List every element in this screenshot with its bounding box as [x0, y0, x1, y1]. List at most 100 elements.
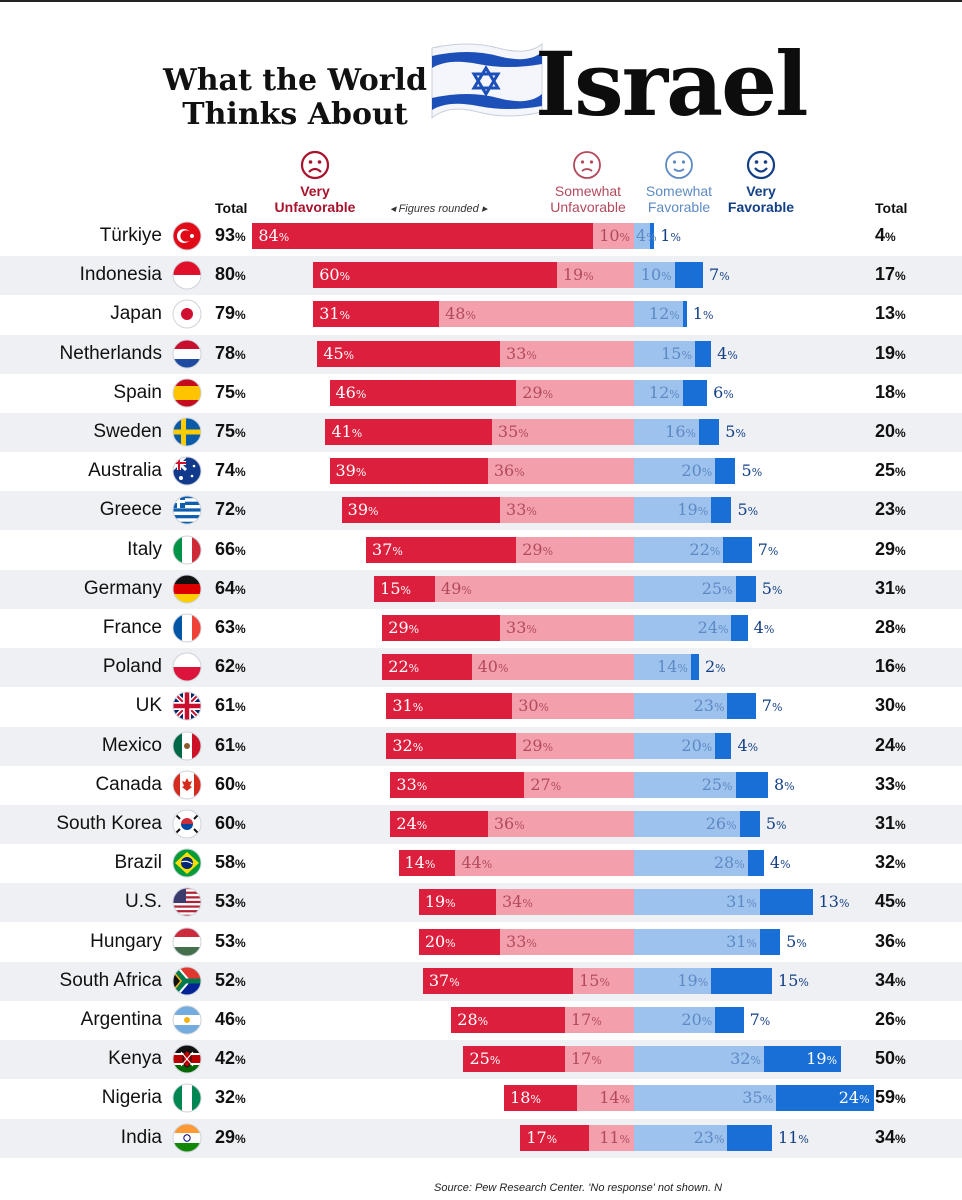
- label-somewhat-unfavorable: 19%: [562, 265, 594, 285]
- bar-somewhat-favorable: [634, 732, 716, 759]
- bar-very-favorable: [727, 693, 756, 720]
- bar-somewhat-unfavorable: [491, 419, 634, 445]
- table-row: UK 61% 30% 31% 30% 23% 7%: [0, 687, 962, 726]
- label-somewhat-unfavorable: 29%: [522, 382, 554, 402]
- total-favorable-value: 33%: [875, 773, 906, 794]
- country-label: Netherlands: [59, 342, 162, 364]
- total-favorable-value: 28%: [875, 617, 906, 637]
- bar-somewhat-favorable: [634, 1046, 764, 1073]
- total-favorable-value: 26%: [875, 1009, 906, 1029]
- label-somewhat-unfavorable: 11%: [599, 1127, 630, 1147]
- source-note: Source: Pew Research Center. 'No respons…: [434, 1182, 723, 1194]
- bar-very-favorable: [715, 732, 732, 759]
- label-somewhat-unfavorable: 36%: [493, 814, 525, 833]
- label-very-favorable: 1%: [660, 226, 681, 245]
- label-very-favorable: 24%: [838, 1088, 870, 1108]
- table-row: Germany 64% 31% 15% 49% 25% 5%: [0, 569, 962, 609]
- bar-very-favorable: [682, 379, 708, 406]
- india-flag-icon: [172, 1123, 202, 1158]
- label-somewhat-favorable: 25%: [701, 578, 733, 598]
- label-somewhat-unfavorable: 29%: [522, 735, 554, 755]
- label-very-favorable: 4%: [737, 735, 759, 755]
- table-row: Hungary 53% 36% 20% 33% 31% 5%: [0, 923, 962, 962]
- bar-somewhat-unfavorable: [556, 262, 634, 289]
- label-very-unfavorable: 46%: [335, 382, 367, 402]
- bar-very-favorable: [723, 536, 752, 563]
- nigeria-flag-icon: [172, 1083, 202, 1118]
- total-favorable-value: 16%: [875, 656, 906, 677]
- title-israel: Israel: [535, 32, 809, 136]
- label-very-favorable: 13%: [818, 892, 850, 912]
- label-very-unfavorable: 39%: [335, 461, 367, 481]
- label-very-unfavorable: 60%: [319, 265, 351, 285]
- total-favorable-value: 17%: [875, 264, 906, 285]
- bar-somewhat-unfavorable: [487, 458, 634, 485]
- label-somewhat-unfavorable: 49%: [441, 578, 472, 598]
- argentina-flag-icon: [172, 1005, 202, 1040]
- label-somewhat-unfavorable: 27%: [530, 774, 562, 794]
- total-unfavorable-value: 62%: [215, 656, 246, 677]
- label-very-favorable: 7%: [761, 696, 783, 716]
- country-label: South Africa: [59, 969, 162, 991]
- label-very-unfavorable: 31%: [319, 304, 351, 324]
- total-unfavorable-value: 29%: [215, 1126, 246, 1147]
- total-unfavorable-value: 61%: [215, 734, 246, 755]
- bar-very-unfavorable: [390, 771, 525, 798]
- total-favorable-value: 18%: [875, 381, 906, 402]
- country-label: Italy: [127, 538, 162, 560]
- label-somewhat-favorable: 15%: [661, 343, 692, 363]
- south-africa-flag-icon: [172, 966, 202, 1001]
- total-unfavorable-value: 75%: [215, 421, 246, 441]
- bar-very-unfavorable: [313, 301, 440, 328]
- label-somewhat-unfavorable: 35%: [497, 422, 529, 441]
- uk-flag-icon: [172, 691, 202, 726]
- label-somewhat-favorable: 31%: [726, 892, 757, 912]
- header-very-unfavorable-line2: Unfavorable: [274, 199, 356, 215]
- table-row: France 63% 28% 29% 33% 24% 4%: [0, 609, 962, 648]
- total-unfavorable-value: 66%: [215, 538, 246, 559]
- label-very-unfavorable: 25%: [469, 1049, 501, 1069]
- label-very-unfavorable: 22%: [388, 657, 420, 677]
- total-favorable-value: 31%: [875, 813, 906, 833]
- total-unfavorable-value: 93%: [215, 225, 246, 245]
- bar-very-unfavorable: [366, 536, 517, 563]
- bar-very-favorable: [747, 850, 764, 877]
- country-label: Canada: [95, 773, 162, 795]
- bar-somewhat-favorable: [634, 262, 675, 289]
- total-unfavorable-value: 42%: [215, 1048, 246, 1069]
- bar-somewhat-favorable: [634, 301, 683, 328]
- header-somewhat-unfavorable-line2: Unfavorable: [550, 199, 626, 215]
- total-favorable-value: 4%: [875, 225, 896, 245]
- label-very-unfavorable: 14%: [404, 853, 436, 873]
- header-very-unfavorable-line1: Very: [300, 183, 330, 199]
- label-somewhat-favorable: 12%: [648, 304, 680, 324]
- bar-somewhat-unfavorable: [589, 1124, 634, 1151]
- total-favorable-value: 20%: [875, 421, 906, 441]
- total-unfavorable-value: 75%: [215, 381, 246, 402]
- bar-very-favorable: [776, 1085, 874, 1112]
- table-row: Australia 74% 25% 39% 36% 20% 5%: [0, 452, 962, 491]
- total-unfavorable-value: 61%: [215, 695, 246, 716]
- turkey-flag-icon: [172, 221, 202, 256]
- japan-flag-icon: [172, 299, 202, 334]
- label-somewhat-favorable: 14%: [657, 657, 688, 677]
- country-label: Spain: [113, 381, 162, 403]
- label-somewhat-favorable: 32%: [730, 1049, 761, 1069]
- bar-very-unfavorable: [382, 654, 472, 681]
- bar-somewhat-unfavorable: [564, 1007, 634, 1033]
- bar-very-favorable: [727, 1124, 773, 1151]
- header-somewhat-favorable-line1: Somewhat: [645, 183, 713, 199]
- total-favorable-value: 34%: [875, 1126, 906, 1147]
- label-somewhat-unfavorable: 17%: [570, 1010, 602, 1029]
- table-row: Mexico 61% 24% 32% 29% 20% 4%: [0, 726, 962, 766]
- bar-somewhat-favorable: [634, 1007, 716, 1033]
- germany-flag-icon: [172, 574, 202, 609]
- bar-somewhat-favorable: [634, 340, 695, 367]
- total-favorable-value: 29%: [875, 538, 906, 559]
- total-unfavorable-value: 78%: [215, 342, 246, 363]
- label-somewhat-unfavorable: 33%: [506, 618, 537, 637]
- bar-somewhat-favorable: [634, 850, 748, 877]
- total-unfavorable-value: 53%: [215, 930, 246, 951]
- total-unfavorable-value: 60%: [215, 813, 246, 833]
- total-favorable-value: 24%: [875, 734, 906, 755]
